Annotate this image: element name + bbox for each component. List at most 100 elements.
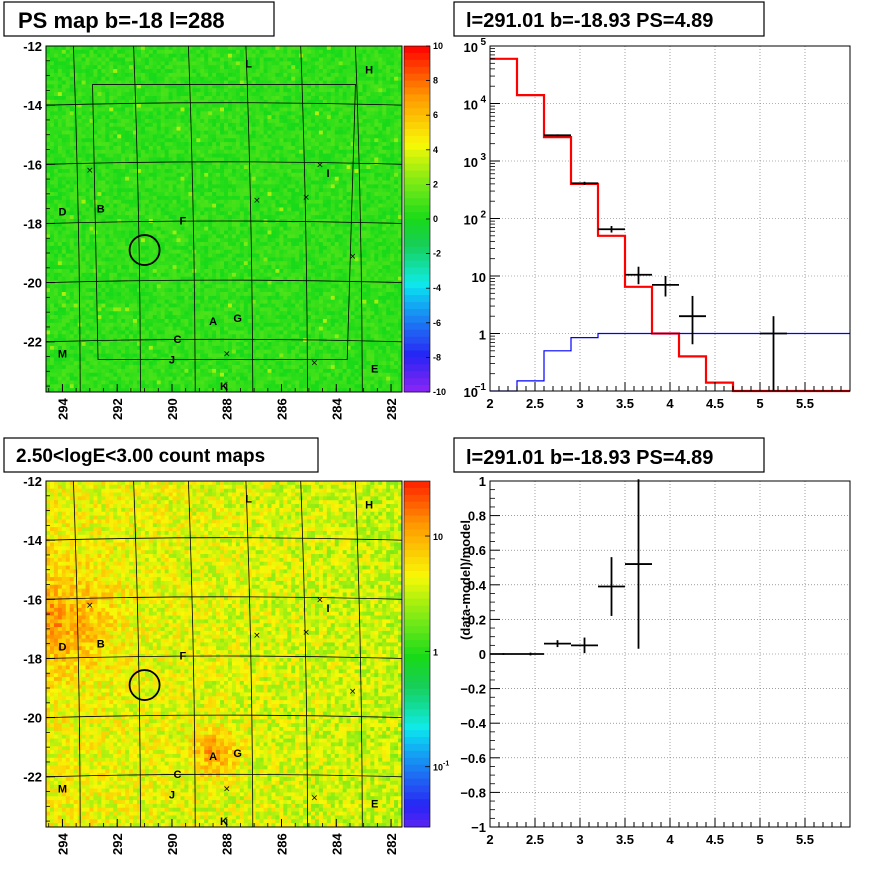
map-cell — [295, 211, 300, 216]
map-cell — [49, 61, 55, 66]
map-cell — [251, 130, 257, 135]
map-cell — [192, 57, 197, 62]
map-cell — [152, 142, 158, 147]
map-cell — [160, 145, 166, 151]
map-cell — [53, 169, 59, 174]
map-cell — [224, 203, 229, 208]
map-cell — [330, 95, 336, 101]
map-cell — [65, 199, 71, 205]
map-cell — [156, 65, 162, 70]
map-cell — [57, 115, 63, 120]
map-cell — [239, 245, 245, 251]
map-cell — [129, 149, 134, 155]
map-cell — [160, 199, 166, 205]
map-cell — [69, 215, 75, 220]
map-cell — [283, 161, 288, 166]
map-cell — [311, 207, 316, 212]
map-cell — [93, 153, 98, 158]
map-cell — [370, 95, 375, 101]
map-cell — [283, 215, 288, 220]
map-cell — [378, 134, 383, 139]
map-cell — [239, 46, 245, 51]
map-cell — [61, 176, 67, 181]
map-cell — [65, 88, 71, 93]
map-cell — [113, 80, 118, 85]
map-cell — [358, 122, 363, 128]
map-cell — [212, 172, 217, 178]
map-cell — [77, 211, 82, 216]
map-cell — [255, 111, 260, 116]
map-cell — [279, 172, 284, 178]
map-cell — [160, 226, 166, 231]
map-cell — [370, 88, 375, 93]
map-cell — [220, 199, 225, 205]
map-cell — [378, 69, 383, 74]
map-cell — [73, 88, 79, 93]
map-cell — [338, 107, 344, 112]
map-cell — [303, 138, 308, 143]
map-cell — [220, 53, 225, 58]
map-cell — [334, 95, 340, 101]
map-cell — [291, 130, 296, 135]
map-cell — [220, 130, 225, 135]
map-cell — [101, 111, 106, 116]
map-cell — [354, 176, 359, 181]
map-cell — [97, 57, 102, 62]
map-cell — [346, 107, 351, 112]
map-cell — [148, 211, 154, 216]
map-cell — [117, 253, 122, 258]
map-cell — [366, 107, 371, 112]
map-cell — [133, 69, 138, 74]
map-cell — [303, 161, 308, 166]
map-cell — [117, 215, 122, 220]
map-cell — [61, 195, 67, 201]
map-cell — [125, 88, 130, 93]
map-cell — [247, 242, 253, 247]
map-cell — [279, 207, 284, 212]
map-cell — [61, 95, 67, 101]
map-cell — [330, 145, 336, 151]
map-cell — [204, 169, 209, 174]
map-cell — [129, 72, 134, 78]
map-cell — [65, 180, 71, 185]
map-cell — [263, 226, 268, 231]
map-cell — [287, 176, 292, 181]
map-cell — [168, 203, 173, 208]
map-cell — [314, 80, 320, 85]
map-cell — [224, 192, 229, 197]
map-cell — [65, 49, 71, 55]
map-cell — [239, 65, 245, 70]
map-cell — [89, 76, 94, 81]
map-cell — [46, 46, 51, 51]
map-cell — [322, 203, 328, 208]
map-cell — [85, 53, 90, 58]
map-cell — [303, 99, 308, 105]
map-cell — [247, 238, 253, 243]
map-cell — [299, 230, 304, 235]
map-cell — [322, 46, 328, 51]
map-cell — [287, 238, 292, 243]
map-cell — [370, 138, 375, 143]
map-cell — [105, 199, 110, 205]
map-cell — [77, 253, 82, 258]
map-cell — [176, 157, 181, 162]
map-cell — [144, 92, 150, 97]
map-cell — [188, 138, 193, 143]
map-cell — [188, 192, 193, 197]
map-cell — [77, 222, 82, 228]
map-cell — [362, 253, 367, 258]
map-cell — [287, 234, 292, 239]
map-cell — [77, 107, 82, 112]
map-cell — [287, 92, 292, 97]
map-cell — [263, 253, 268, 258]
map-cell — [231, 161, 237, 166]
map-cell — [204, 72, 209, 78]
map-cell — [212, 119, 217, 124]
map-cell — [235, 245, 241, 251]
map-cell — [77, 219, 82, 224]
map-cell — [113, 122, 118, 128]
map-cell — [204, 130, 209, 135]
map-cell — [81, 138, 86, 143]
map-cell — [382, 253, 387, 258]
map-cell — [231, 115, 237, 120]
